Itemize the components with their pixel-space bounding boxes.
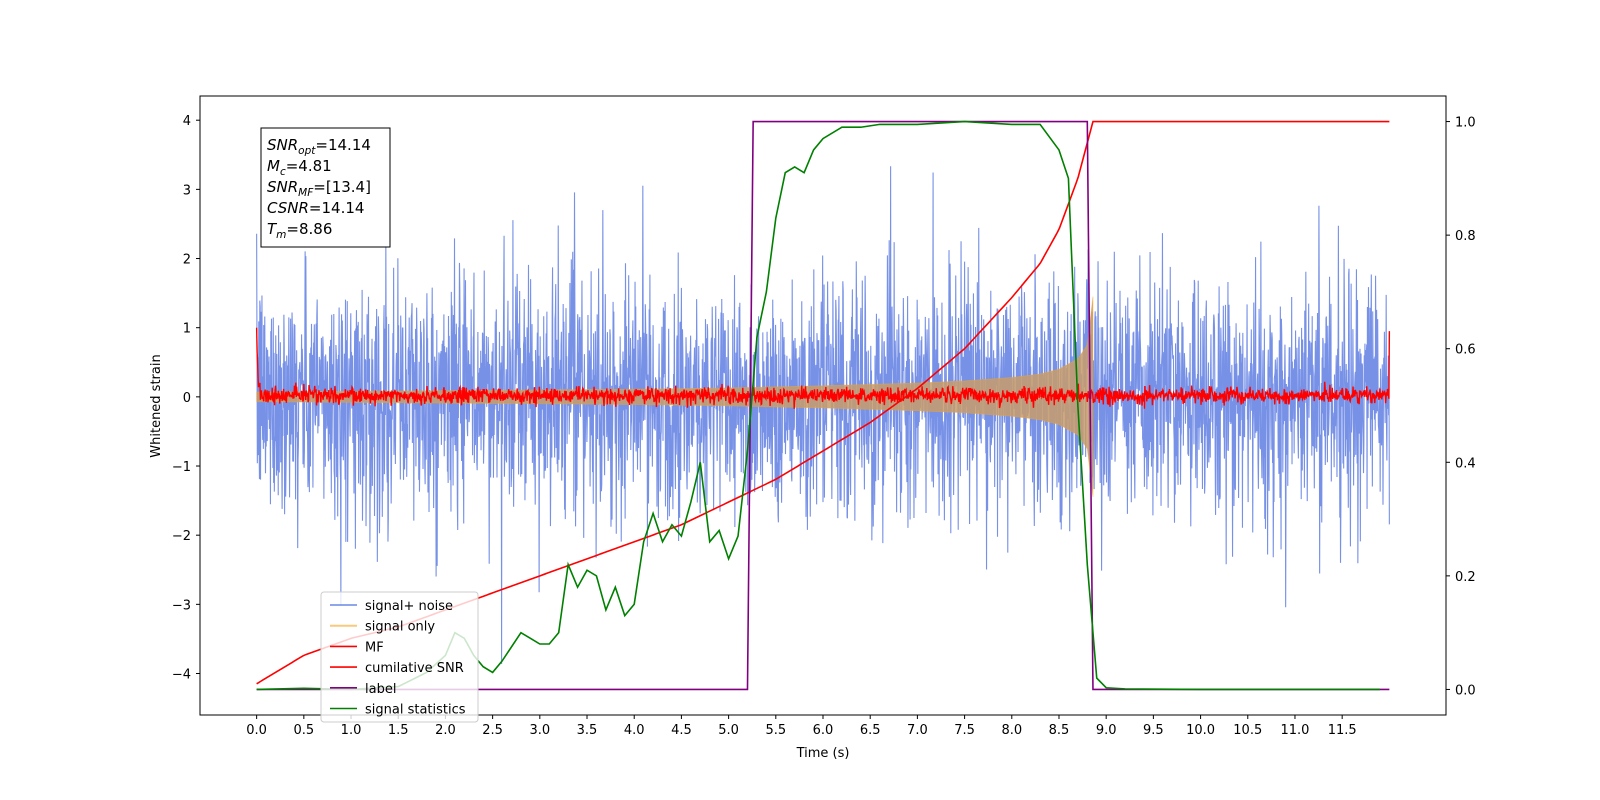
- x-tick-label: 9.5: [1143, 723, 1164, 738]
- y-tick-label: 1: [183, 322, 191, 337]
- y-tick-label: 4: [183, 114, 191, 129]
- x-tick-label: 7.5: [954, 723, 975, 738]
- annotation-line: CSNR=14.14: [267, 199, 364, 217]
- annotation-value: =[13.4]: [313, 178, 371, 196]
- x-tick-label: 1.5: [388, 723, 409, 738]
- x-tick-label: 0.5: [293, 723, 314, 738]
- annotation-symbol: SNR: [267, 178, 298, 196]
- annotation-symbol: M: [267, 157, 280, 175]
- y2-tick-label: 0.2: [1455, 570, 1476, 585]
- x-tick-label: 7.0: [907, 723, 928, 738]
- series-mf: [255, 327, 1391, 409]
- x-tick-label: 10.5: [1233, 723, 1262, 738]
- x-tick-label: 8.0: [1001, 723, 1022, 738]
- series-signal-noise: [256, 166, 1390, 664]
- y2-tick-label: 0.4: [1455, 456, 1476, 471]
- x-tick-label: 2.0: [435, 723, 456, 738]
- annotation-symbol: T: [267, 220, 278, 238]
- annotation-line: SNRopt=14.14: [267, 136, 371, 157]
- y-tick-label: 3: [183, 183, 191, 198]
- annotation-symbol: SNR: [267, 136, 298, 154]
- annotation-value: =4.81: [286, 157, 332, 175]
- y-tick-label: 2: [183, 253, 191, 268]
- annotation-value: =14.14: [315, 136, 371, 154]
- legend-frame: [320, 591, 479, 723]
- y-axis-title: Whitened strain: [149, 354, 164, 457]
- legend-label: label: [365, 682, 396, 697]
- x-tick-label: 2.5: [482, 723, 503, 738]
- x-tick-label: 8.5: [1049, 723, 1070, 738]
- x-tick-label: 4.5: [671, 723, 692, 738]
- legend-label: signal+ noise: [365, 599, 453, 614]
- x-tick-label: 5.5: [765, 723, 786, 738]
- annotation-subscript: MF: [298, 187, 314, 199]
- annotation-value: =14.14: [309, 199, 365, 217]
- y2-tick-label: 0.0: [1455, 683, 1476, 698]
- y-tick-label: 0: [183, 391, 191, 406]
- x-tick-label: 6.5: [860, 723, 881, 738]
- annotation-value: =8.86: [286, 220, 332, 238]
- annotation-box: SNRopt=14.14Mc=4.81SNRMF=[13.4]CSNR=14.1…: [260, 127, 391, 248]
- annotation-subscript: opt: [298, 145, 316, 157]
- y-tick-label: −3: [172, 598, 191, 613]
- x-tick-label: 3.5: [577, 723, 598, 738]
- x-tick-label: 11.5: [1328, 723, 1357, 738]
- y2-tick-label: 0.6: [1455, 343, 1476, 358]
- x-tick-label: 9.0: [1096, 723, 1117, 738]
- x-tick-label: 6.0: [813, 723, 834, 738]
- y2-tick-label: 1.0: [1455, 116, 1476, 131]
- x-tick-label: 3.0: [529, 723, 550, 738]
- annotation-line: SNRMF=[13.4]: [267, 178, 371, 199]
- y2-tick-label: 0.8: [1455, 229, 1476, 244]
- annotation-subscript: m: [276, 229, 286, 241]
- x-tick-label: 11.0: [1280, 723, 1309, 738]
- x-tick-label: 10.0: [1186, 723, 1215, 738]
- legend-label: signal only: [365, 620, 435, 635]
- annotation-line: Tm=8.86: [267, 220, 332, 241]
- series-signal-statistics: [256, 120, 1380, 691]
- legend-label: signal statistics: [365, 703, 466, 718]
- annotation-symbol: CSNR: [267, 199, 309, 217]
- y-tick-label: −2: [172, 529, 191, 544]
- y-tick-label: −4: [172, 668, 191, 683]
- annotation-subscript: c: [280, 166, 286, 178]
- annotation-frame: [260, 127, 391, 248]
- x-tick-label: 1.0: [341, 723, 362, 738]
- x-axis-title: Time (s): [796, 746, 850, 761]
- legend-label: MF: [365, 640, 384, 655]
- legend: signal+ noise signal only MF cumilative SNR…: [320, 591, 479, 723]
- x-tick-label: 0.0: [246, 723, 267, 738]
- y-tick-label: −1: [172, 460, 191, 475]
- annotation-line: Mc=4.81: [267, 157, 332, 178]
- legend-label: cumilative SNR: [365, 661, 464, 676]
- x-tick-label: 5.0: [718, 723, 739, 738]
- x-tick-label: 4.0: [624, 723, 645, 738]
